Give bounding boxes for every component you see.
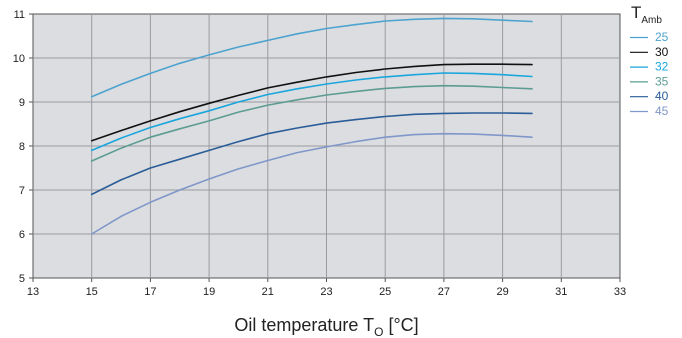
x-tick-label: 23 bbox=[320, 286, 332, 298]
x-tick-label: 25 bbox=[379, 286, 391, 298]
series-line-45 bbox=[90, 132, 533, 235]
y-tick-label: 5 bbox=[19, 273, 25, 285]
legend-title-main: T bbox=[631, 3, 641, 22]
x-tick-label: 17 bbox=[144, 286, 156, 298]
y-tick-label: 9 bbox=[19, 97, 25, 109]
x-tick-label: 13 bbox=[27, 286, 39, 298]
y-tick-label: 7 bbox=[19, 185, 25, 197]
x-tick-label: 29 bbox=[496, 286, 508, 298]
y-tick-label: 6 bbox=[19, 229, 25, 241]
legend-label-32: 32 bbox=[655, 60, 669, 74]
x-tick-label: 27 bbox=[438, 286, 450, 298]
series-lines bbox=[90, 17, 533, 235]
legend-label-45: 45 bbox=[655, 104, 669, 118]
y-tick-label: 10 bbox=[13, 53, 25, 65]
series-line-25 bbox=[90, 17, 533, 98]
series-line-30 bbox=[90, 63, 533, 142]
legend-title-subscript: Amb bbox=[641, 15, 662, 26]
tick-labels: 13 15 17 19 21 23 25 27 29 31 33 5 6 7 8 9 10 11 bbox=[13, 9, 626, 298]
y-tick-label: 11 bbox=[14, 9, 25, 21]
x-axis-title-unit: [°C] bbox=[383, 315, 418, 335]
legend-label-40: 40 bbox=[655, 89, 669, 103]
legend-title: TAmb bbox=[631, 3, 662, 26]
x-tick-label: 15 bbox=[86, 286, 98, 298]
x-tick-label: 31 bbox=[555, 286, 567, 298]
x-axis-title-subscript: O bbox=[374, 325, 383, 338]
grid bbox=[29, 13, 621, 282]
x-tick-label: 19 bbox=[203, 286, 215, 298]
y-tick-label: 8 bbox=[19, 141, 25, 153]
x-axis-title: Oil temperature TO [°C] bbox=[234, 315, 418, 338]
legend-label-30: 30 bbox=[655, 45, 669, 59]
series-line-40 bbox=[90, 112, 533, 196]
series-line-35 bbox=[90, 84, 533, 162]
x-axis-title-main: Oil temperature T bbox=[234, 315, 374, 335]
x-tick-label: 33 bbox=[614, 286, 626, 298]
series-line-32 bbox=[90, 72, 533, 152]
legend-label-25: 25 bbox=[655, 30, 669, 44]
x-tick-label: 21 bbox=[262, 286, 274, 298]
legend-label-35: 35 bbox=[655, 74, 669, 88]
